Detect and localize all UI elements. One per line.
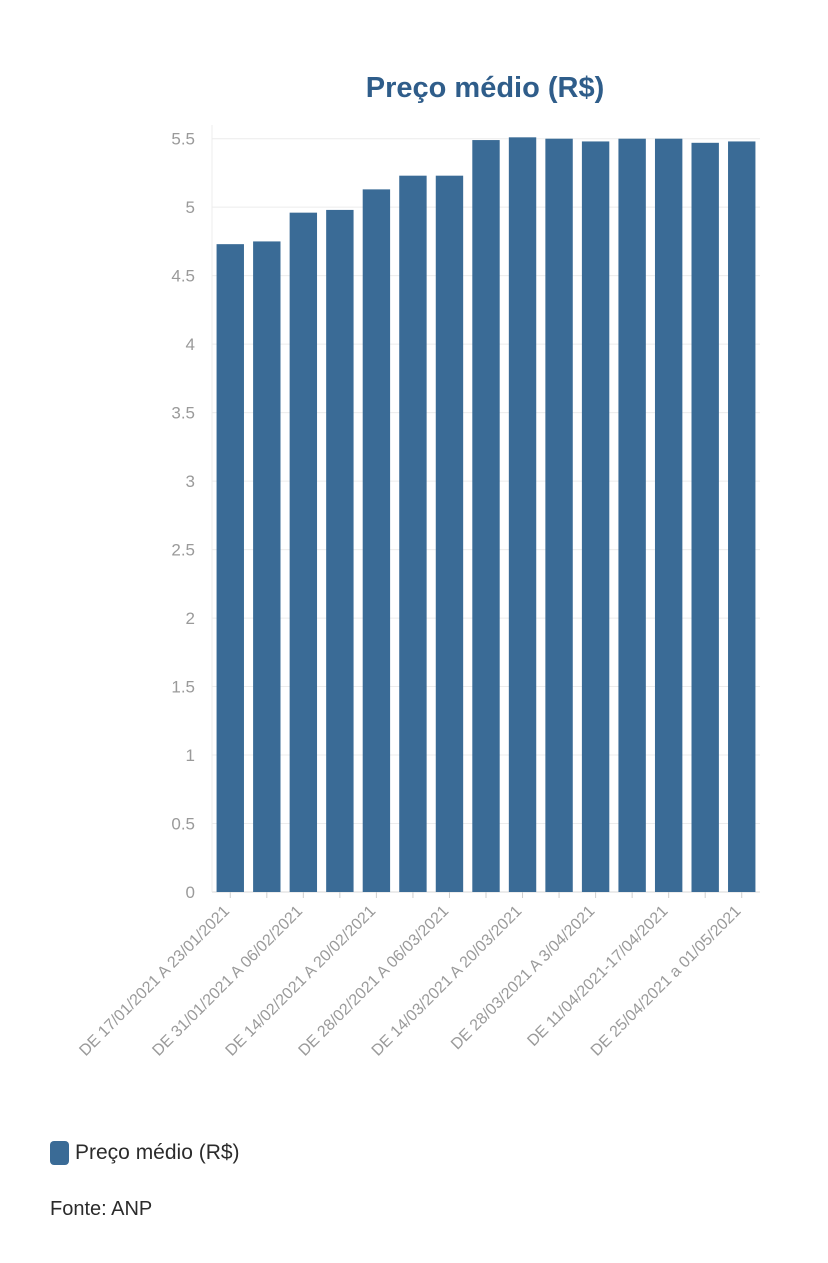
source-note: Fonte: ANP (50, 1198, 153, 1220)
x-tick-label: DE 31/01/2021 A 06/02/2021 (149, 903, 306, 1060)
x-tick-label: DE 14/03/2021 A 20/03/2021 (369, 903, 526, 1060)
y-tick-label: 3.5 (171, 404, 195, 423)
bar (253, 241, 281, 892)
bar (362, 189, 391, 892)
y-tick-label: 5 (186, 198, 195, 217)
x-tick-label: DE 11/04/2021-17/04/2021 (524, 903, 671, 1050)
y-tick-label: 0.5 (171, 815, 195, 834)
y-tick-label: 0 (186, 883, 195, 902)
bar (216, 244, 244, 892)
bar (399, 175, 427, 893)
y-tick-label: 5.5 (171, 130, 195, 149)
bar (728, 141, 756, 892)
x-tick-label: DE 28/03/2021 A 3/04/2021 (448, 903, 598, 1053)
bar (618, 138, 646, 893)
bar (545, 138, 573, 893)
legend-label: Preço médio (R$) (75, 1141, 240, 1164)
legend: Preço médio (R$) (50, 1141, 240, 1165)
y-tick-label: 2 (186, 609, 195, 628)
x-tick-label: DE 25/04/2021 a 01/05/2021 (588, 903, 745, 1060)
bar (289, 212, 318, 892)
bar (581, 141, 610, 892)
bar (435, 175, 464, 893)
y-tick-label: 1 (186, 746, 195, 765)
y-tick-label: 4 (186, 335, 195, 354)
bar (691, 142, 719, 892)
bar (508, 137, 537, 892)
y-tick-label: 1.5 (171, 678, 195, 697)
y-tick-label: 3 (186, 472, 195, 491)
x-tick-label: DE 14/02/2021 A 20/02/2021 (223, 903, 380, 1060)
bar (472, 140, 500, 893)
x-tick-label: DE 17/01/2021 A 23/01/2021 (76, 903, 233, 1060)
x-tick-label: DE 28/02/2021 A 06/03/2021 (296, 903, 453, 1060)
y-axis-ticks: 0 0.5 1 1.5 2 2.5 3 3.5 4 4.5 5 5.5 (171, 130, 195, 902)
y-tick-label: 2.5 (171, 541, 195, 560)
y-tick-label: 4.5 (171, 267, 195, 286)
bar (326, 209, 354, 893)
bars (216, 137, 756, 893)
bar (654, 138, 683, 893)
chart-title: Preço médio (R$) (366, 72, 605, 104)
legend-swatch (50, 1141, 69, 1165)
